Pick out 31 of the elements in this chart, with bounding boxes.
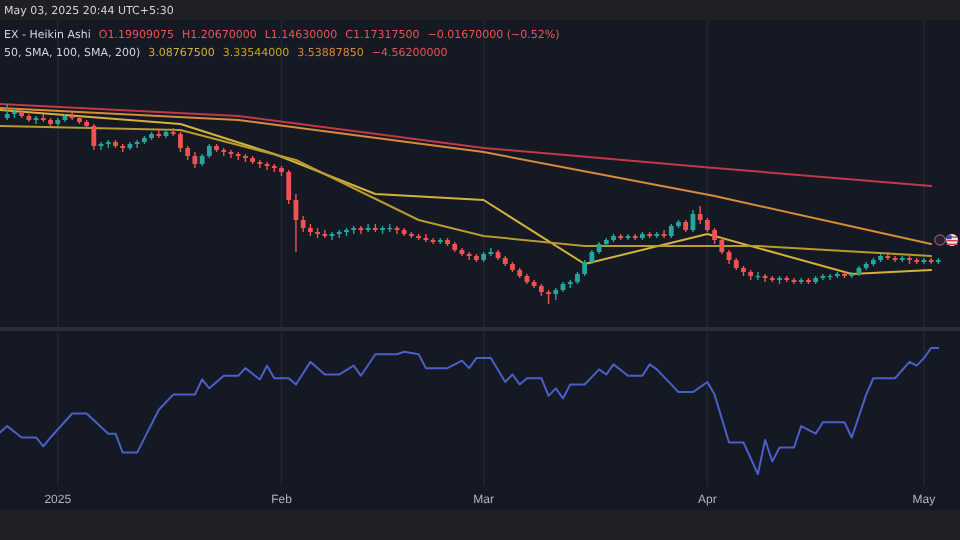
- candlestick: [69, 112, 75, 120]
- candlestick: [820, 274, 826, 280]
- candlestick: [885, 252, 891, 260]
- candlestick: [134, 140, 140, 148]
- candlestick: [762, 274, 768, 282]
- candlestick: [697, 206, 703, 224]
- candlestick: [928, 258, 934, 264]
- candlestick: [423, 234, 429, 242]
- candlestick: [661, 230, 667, 238]
- candlestick: [488, 248, 494, 256]
- candlestick: [192, 152, 198, 168]
- candlestick: [322, 230, 328, 238]
- candlestick: [329, 232, 335, 240]
- candlestick: [98, 142, 104, 150]
- candlestick: [300, 216, 306, 232]
- candlestick: [394, 226, 400, 234]
- candlestick: [264, 162, 270, 170]
- candlestick: [257, 160, 263, 168]
- candlestick: [654, 232, 660, 238]
- candlestick: [365, 224, 371, 232]
- candlestick: [466, 252, 472, 260]
- candlestick: [235, 152, 241, 160]
- candlestick: [827, 274, 833, 280]
- candlestick: [358, 226, 364, 234]
- candlestick: [228, 150, 234, 158]
- candlestick: [33, 116, 39, 124]
- candlestick: [26, 114, 32, 122]
- candlestick: [632, 234, 638, 240]
- candlestick: [755, 272, 761, 280]
- candlestick: [531, 280, 537, 288]
- candlestick: [863, 262, 869, 270]
